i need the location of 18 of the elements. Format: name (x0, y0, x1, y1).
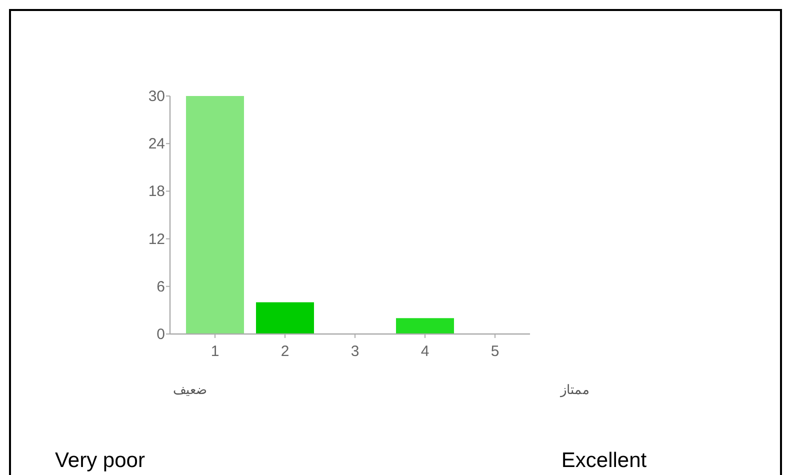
x-tick-label: 1 (210, 343, 220, 360)
y-tick-label: 24 (148, 136, 165, 153)
x-tick-label: 3 (350, 343, 360, 360)
text: Very poor (55, 449, 145, 472)
y-tick-label: 6 (156, 278, 165, 296)
x-tick-label: 2 (280, 343, 290, 360)
y-tick-label: 18 (148, 183, 165, 200)
x-tick-label: 4 (420, 343, 430, 360)
text: ممتاز (560, 382, 590, 398)
y-tick-label: 12 (148, 230, 165, 248)
bar (256, 302, 314, 334)
x-tick-label: 5 (490, 343, 500, 360)
bar (186, 96, 244, 334)
text: Excellent (561, 449, 647, 472)
bar (396, 318, 454, 334)
y-tick-label: 0 (156, 326, 165, 343)
y-tick-label: 30 (148, 88, 165, 105)
text: ضعيف (173, 382, 207, 397)
